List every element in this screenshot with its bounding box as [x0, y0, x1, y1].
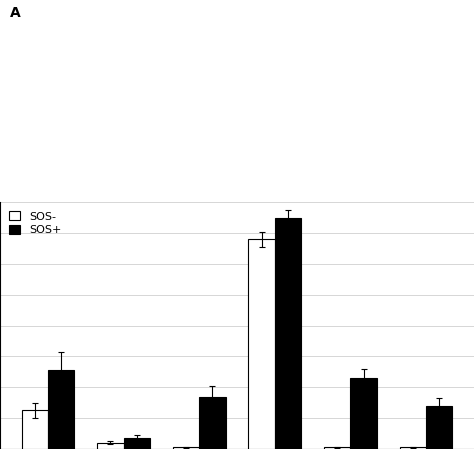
Text: A: A — [9, 6, 20, 20]
Bar — [324, 448, 350, 449]
Bar — [426, 406, 453, 449]
Bar — [48, 370, 74, 449]
Bar — [124, 438, 150, 449]
Bar — [275, 218, 301, 449]
Bar — [97, 443, 124, 449]
Bar — [21, 410, 48, 449]
Bar — [173, 448, 199, 449]
Legend: SOS-, SOS+: SOS-, SOS+ — [6, 208, 64, 239]
Bar — [199, 396, 226, 449]
Bar — [248, 239, 275, 449]
Bar — [400, 448, 426, 449]
Bar — [350, 378, 377, 449]
